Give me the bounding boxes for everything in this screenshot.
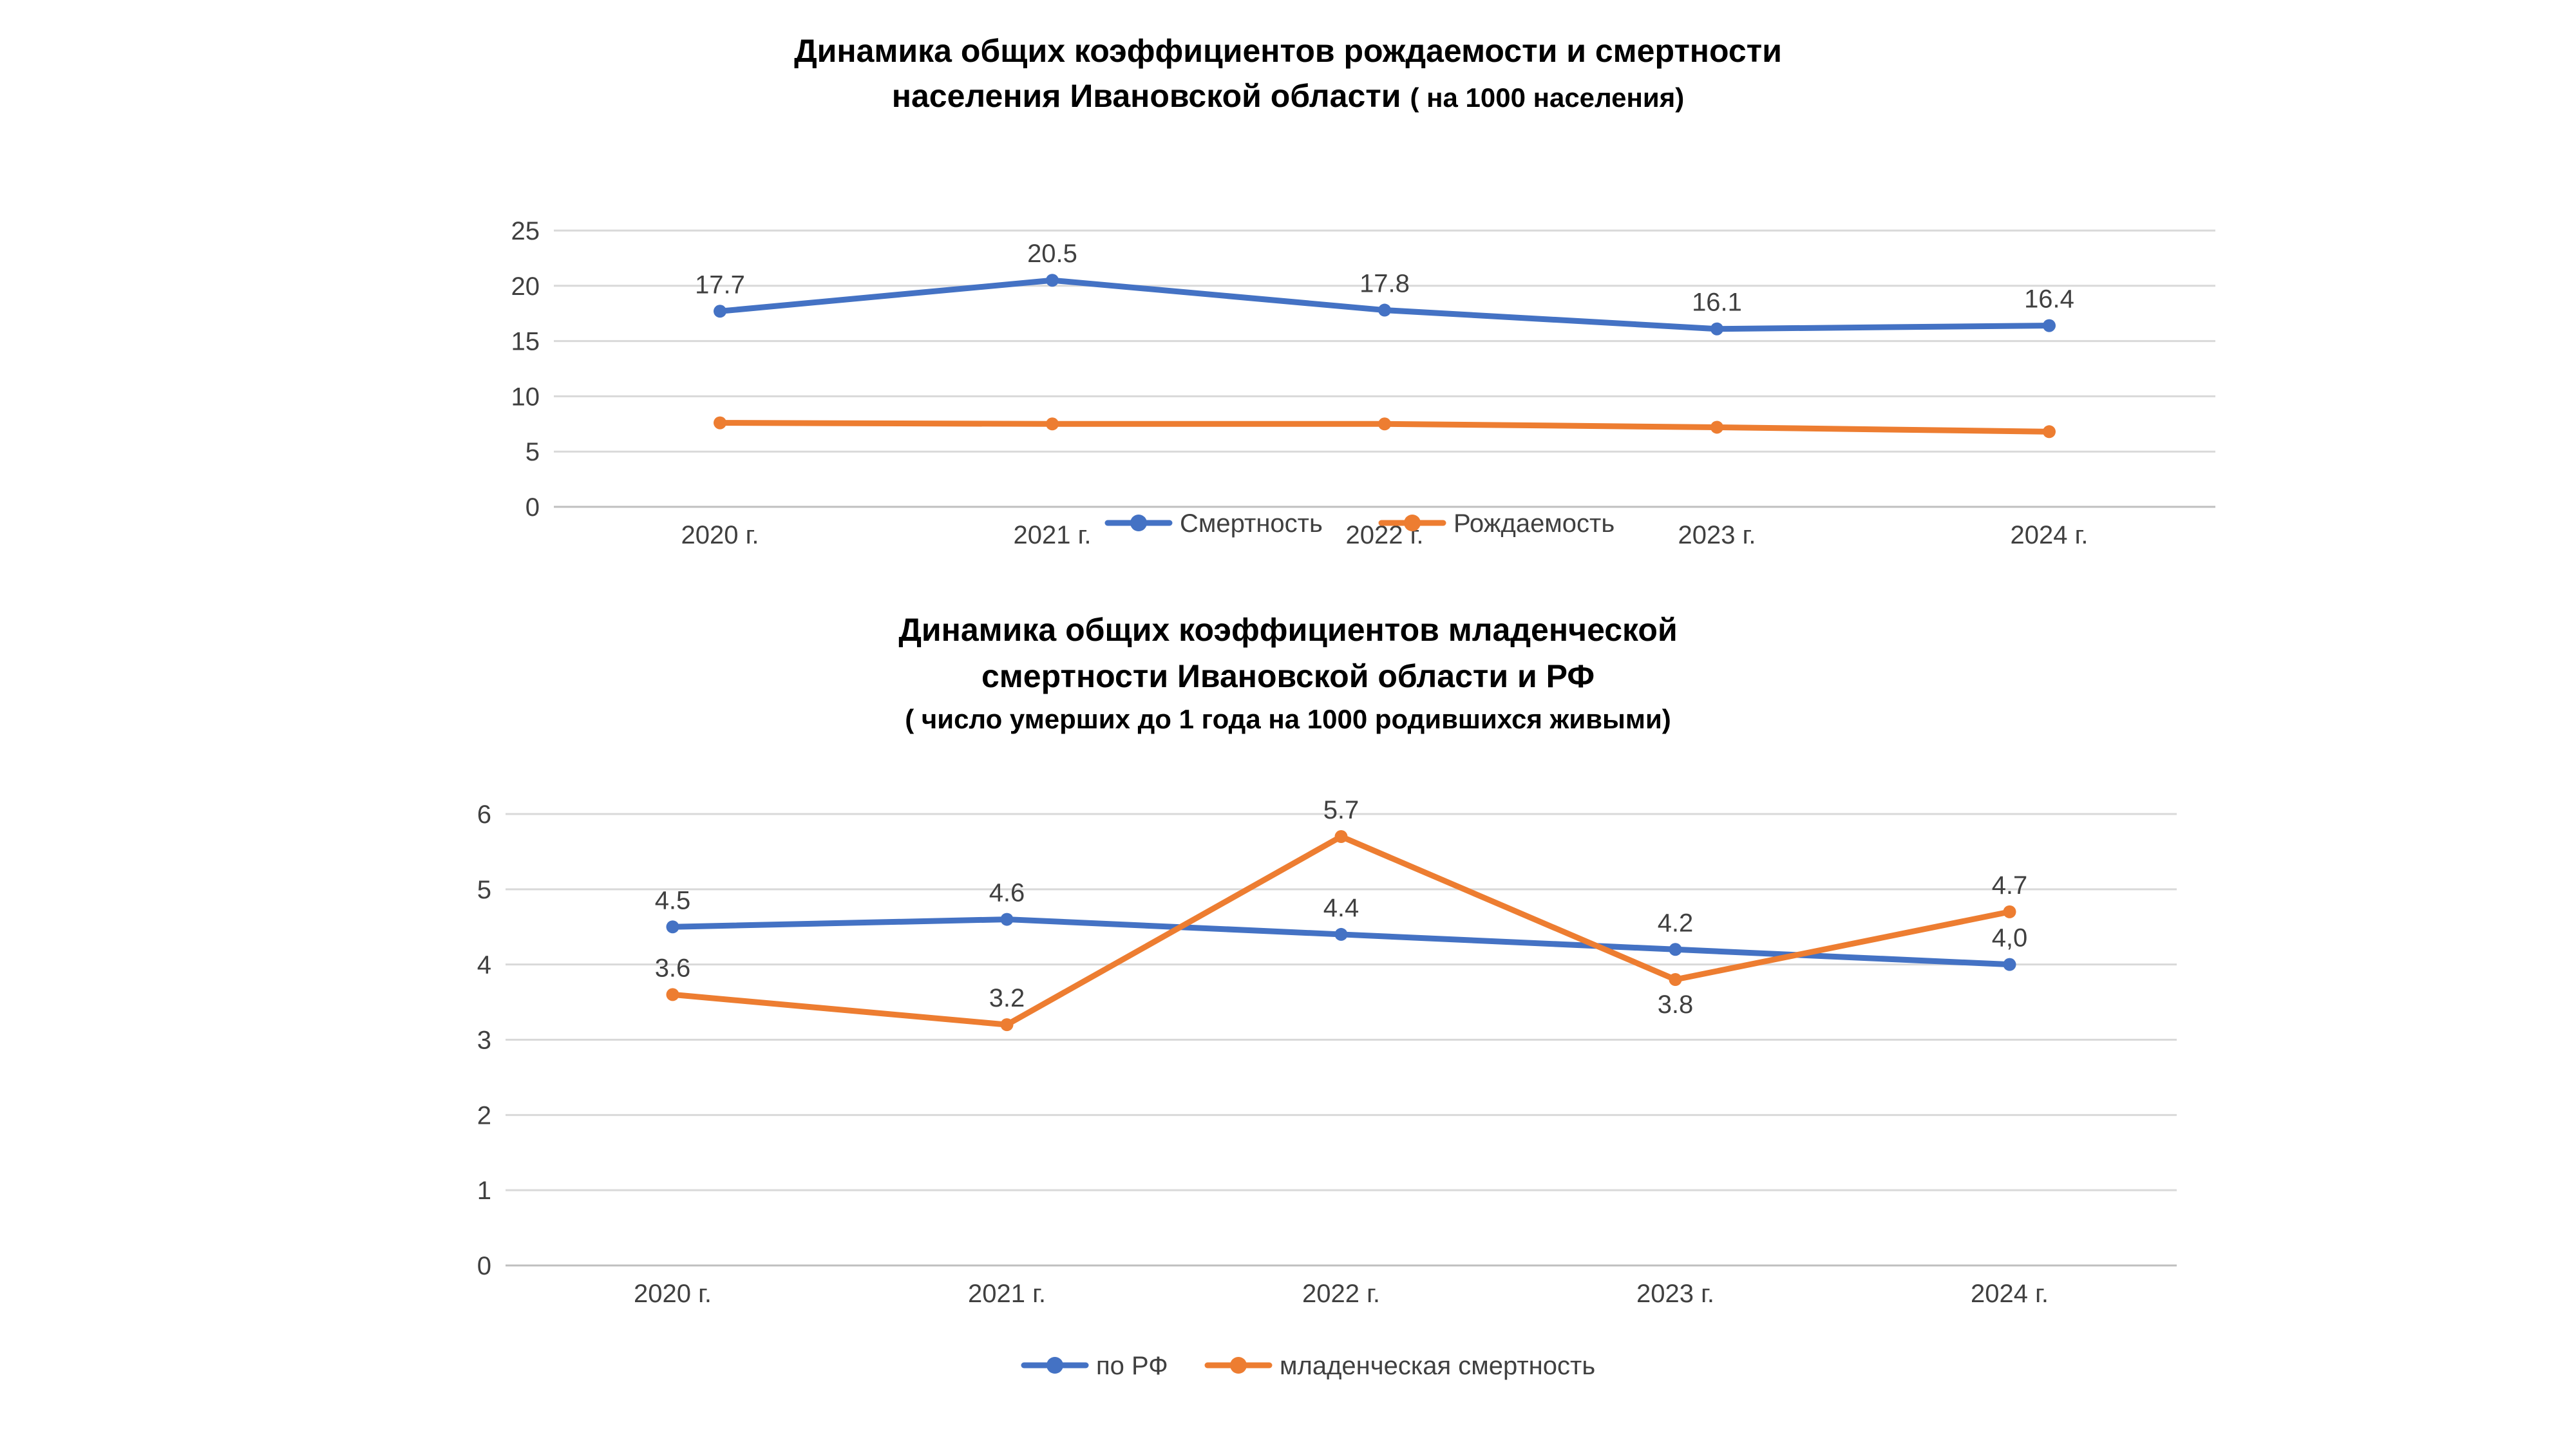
- chart2-series-2-data-label: 3.6: [655, 954, 691, 982]
- chart1-series-1-data-label: 20.5: [1027, 240, 1077, 268]
- chart2-series-1-data-label: 4.5: [655, 886, 691, 914]
- chart1-y-tick-label: 15: [511, 328, 540, 356]
- chart1-series-1-point: [1378, 303, 1391, 317]
- chart1-legend-2-label: Рождаемость: [1454, 509, 1615, 538]
- chart1-y-tick-label: 25: [511, 217, 540, 245]
- chart1-series-2-point: [714, 416, 726, 430]
- chart1-series-1-data-label: 16.4: [2024, 285, 2074, 314]
- chart2-y-tick-label: 6: [477, 800, 491, 829]
- chart2-y-tick-label: 5: [477, 876, 491, 904]
- chart1-x-tick-label: 2021 г.: [1014, 521, 1092, 549]
- chart1-x-tick-label: 2020 г.: [681, 521, 759, 549]
- chart1-series-1-point: [714, 305, 726, 318]
- chart2-y-tick-label: 0: [477, 1252, 491, 1280]
- chart1-series-1-point: [1046, 274, 1059, 287]
- chart1-title-line1: Динамика общих коэффициентов рождаемости…: [794, 33, 1782, 69]
- chart2-y-tick-label: 4: [477, 951, 491, 980]
- chart2-y-tick-label: 1: [477, 1177, 491, 1205]
- chart1-y-tick-label: 0: [526, 493, 540, 522]
- chart1-y-tick-label: 20: [511, 272, 540, 301]
- chart1-legend-1-label: Смертность: [1180, 509, 1323, 538]
- chart2-series-1-point: [666, 920, 679, 934]
- chart1-series-2-point: [1046, 417, 1059, 431]
- chart1-title: Динамика общих коэффициентов рождаемости…: [0, 28, 2576, 120]
- chart2-x-tick-label: 2023 г.: [1636, 1280, 1714, 1308]
- chart2-series-1-point: [2003, 958, 2016, 971]
- chart1-x-tick-label: 2023 г.: [1678, 521, 1756, 549]
- chart2-series-2-point: [666, 988, 679, 1001]
- chart1-series-1-data-label: 16.1: [1692, 289, 1742, 317]
- chart2-y-tick-label: 2: [477, 1101, 491, 1130]
- chart2-legend-1-marker: [1046, 1357, 1063, 1374]
- chart1-y-tick-label: 5: [526, 438, 540, 466]
- chart2-series-1-data-label: 4.2: [1658, 909, 1694, 937]
- chart1-series-1-point: [1710, 322, 1723, 336]
- chart2-series-2-data-label: 5.7: [1323, 796, 1359, 824]
- chart2-legend-1-label: по РФ: [1096, 1352, 1168, 1380]
- chart1-series-1-point: [2043, 319, 2056, 332]
- chart2-series-1-data-label: 4.6: [989, 879, 1025, 907]
- chart2-series-2-point: [2003, 905, 2016, 918]
- chart2-series-1-data-label: 4,0: [1992, 924, 2028, 952]
- chart2-x-tick-label: 2020 г.: [634, 1280, 712, 1308]
- chart1-legend-1-marker: [1130, 515, 1147, 531]
- chart2-series-2-point: [1669, 973, 1682, 987]
- chart2-x-tick-label: 2022 г.: [1302, 1280, 1380, 1308]
- chart1-x-tick-label: 2024 г.: [2011, 521, 2088, 549]
- chart2-series-2-data-label: 3.2: [989, 984, 1025, 1012]
- chart1-series-2-point: [2043, 425, 2056, 439]
- chart2-x-tick-label: 2021 г.: [968, 1280, 1046, 1308]
- chart2-series-1-point: [1000, 913, 1014, 926]
- chart1-legend-2-marker: [1404, 515, 1421, 531]
- chart2-series-1-point: [1334, 927, 1348, 941]
- chart1-series-2-point: [1710, 421, 1723, 434]
- chart2-series-1-point: [1669, 943, 1682, 956]
- chart2-x-tick-label: 2024 г.: [1971, 1280, 2049, 1308]
- chart1-series-1-data-label: 17.7: [695, 270, 745, 299]
- chart2-series-1-data-label: 4.4: [1323, 894, 1359, 922]
- chart2-legend-2-marker: [1230, 1357, 1247, 1374]
- chart2-series-2-point: [1000, 1018, 1014, 1032]
- chart2-series-1-line: [670, 916, 2012, 968]
- chart2-plot: 0 1 2 3 4 5 6 2020 г. 2021 г. 2022 г. 2023 г. 2024 …: [477, 796, 2177, 1380]
- chart2-series-2-data-label: 3.8: [1658, 990, 1694, 1019]
- chart2-title-line1: Динамика общих коэффициентов младенческо…: [898, 612, 1678, 648]
- chart1-title-note: ( на 1000 населения): [1410, 82, 1685, 113]
- chart2-series-2-data-label: 4.7: [1992, 871, 2028, 900]
- chart2-series-2-point: [1334, 830, 1348, 844]
- chart1-y-tick-label: 10: [511, 383, 540, 411]
- chart2-title-note: ( число умерших до 1 года на 1000 родивш…: [905, 704, 1671, 734]
- chart2-title-line2: смертности Ивановской области и РФ: [981, 658, 1595, 694]
- chart2-y-tick-label: 3: [477, 1027, 491, 1055]
- chart1-series-1-data-label: 17.8: [1359, 270, 1410, 298]
- chart2-legend-2-label: младенческая смертность: [1280, 1352, 1595, 1380]
- chart1-title-line2: населения Ивановской области: [891, 78, 1401, 114]
- chart2-title: Динамика общих коэффициентов младенческо…: [0, 607, 2576, 739]
- chart1-series-2-point: [1378, 417, 1391, 431]
